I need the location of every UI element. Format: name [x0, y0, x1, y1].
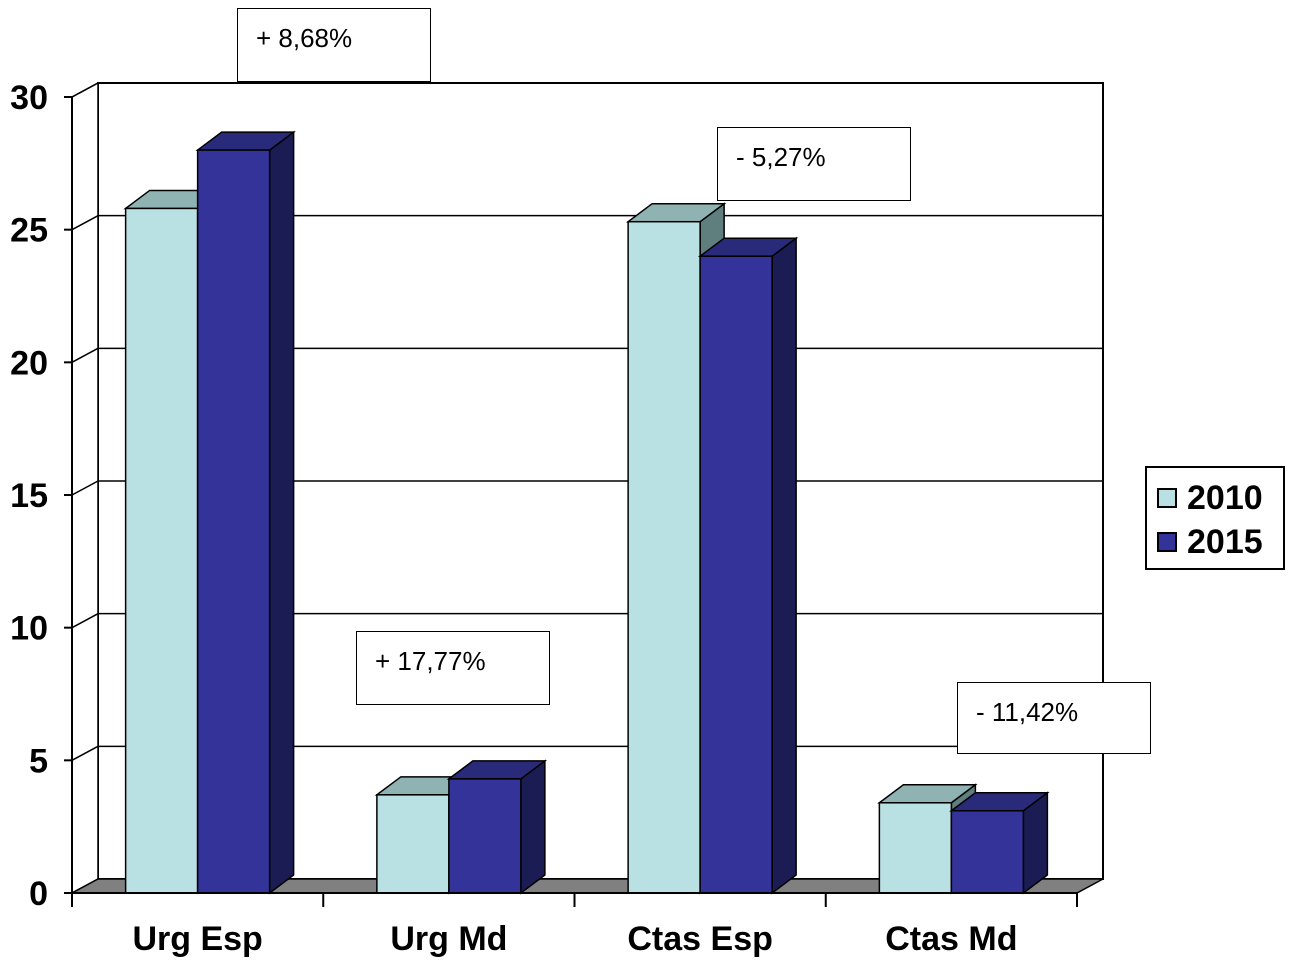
y-tick-label: 10: [10, 610, 48, 648]
gridline-side: [71, 82, 99, 98]
gridline-side: [71, 613, 99, 629]
bar-urg-esp-2015-side: [268, 130, 295, 895]
bar-urg-md-2015-side: [520, 759, 546, 895]
legend-label-2010: 2010: [1187, 478, 1263, 517]
annotation-urg-md: + 17,77%: [356, 631, 550, 705]
legend-item-2015: 2015: [1157, 522, 1263, 561]
bar-ctas-esp-2010: [627, 220, 701, 894]
y-tick-label: 5: [29, 742, 48, 780]
bar-ctas-md-2015: [950, 809, 1025, 894]
bar-ctas-esp-2015: [699, 255, 773, 894]
annotation-ctas-esp: - 5,27%: [717, 127, 911, 201]
bar-urg-esp-2015: [196, 149, 271, 894]
gridline-side: [71, 215, 99, 231]
legend: 2010 2015: [1145, 466, 1285, 570]
bar-urg-md-2010: [376, 794, 450, 894]
y-tick-label: 0: [29, 875, 48, 913]
annotation-urg-esp: + 8,68%: [237, 8, 431, 82]
y-tick-label: 25: [10, 212, 48, 250]
y-tick-label: 15: [10, 477, 48, 515]
y-tick-label: 20: [10, 344, 48, 382]
gridline-side: [71, 347, 99, 363]
legend-swatch-2015: [1157, 532, 1177, 552]
x-tick-label: Urg Esp: [132, 920, 262, 958]
annotation-ctas-md: - 11,42%: [957, 682, 1151, 754]
legend-label-2015: 2015: [1187, 522, 1263, 561]
legend-swatch-2010: [1157, 488, 1177, 508]
x-tick-label: Ctas Md: [885, 920, 1017, 958]
bar-ctas-esp-2015-side: [771, 236, 797, 895]
gridline-side: [71, 480, 99, 496]
legend-item-2010: 2010: [1157, 478, 1263, 517]
x-tick-label: Urg Md: [390, 920, 507, 958]
y-tick-label: 30: [10, 79, 48, 117]
x-tick-label: Ctas Esp: [627, 920, 773, 958]
bar-urg-esp-2010: [124, 207, 199, 894]
gridline-side: [71, 745, 99, 761]
bar-urg-md-2015: [448, 778, 522, 894]
bar-ctas-md-2010: [878, 802, 953, 894]
